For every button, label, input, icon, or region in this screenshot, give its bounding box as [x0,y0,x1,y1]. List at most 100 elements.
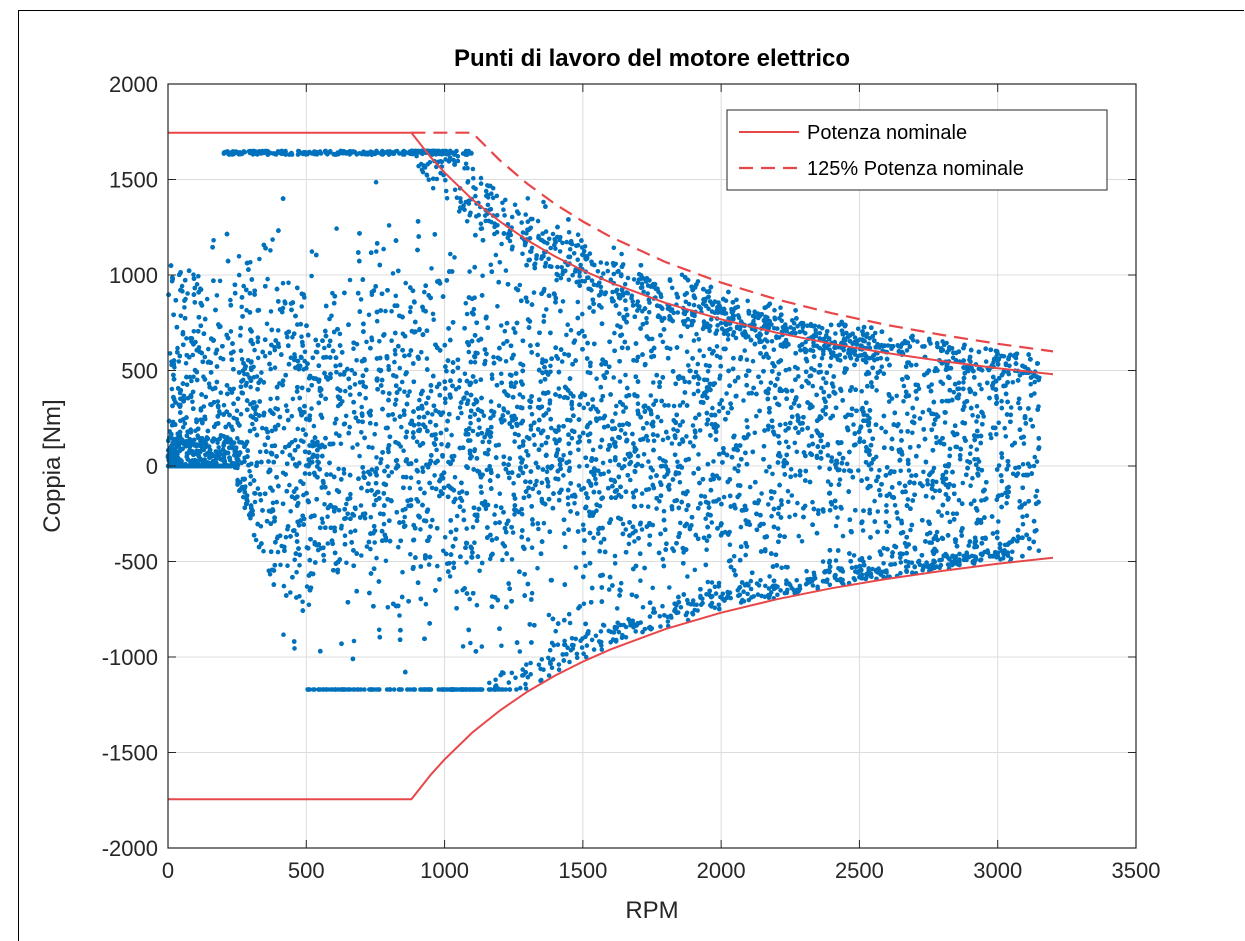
scatter-point [744,418,749,423]
scatter-point [358,503,364,508]
scatter-point [228,329,234,334]
scatter-point [877,487,882,493]
scatter-point [265,276,270,282]
scatter-point [378,457,384,462]
scatter-point [852,335,858,340]
scatter-point [268,309,274,314]
scatter-point [285,334,290,340]
scatter-point [816,508,821,513]
scatter-point [623,405,629,410]
scatter-point [934,479,939,485]
scatter-point [218,390,224,396]
scatter-point [374,555,379,561]
scatter-point [215,399,221,404]
scatter-point [1002,425,1007,431]
scatter-point [401,519,406,525]
scatter-point [218,452,223,457]
scatter-point [648,393,654,398]
scatter-point [748,586,754,592]
scatter-point [462,371,468,377]
scatter-point [879,364,885,370]
scatter-point [381,246,386,252]
scatter-point [798,348,803,353]
scatter-point [767,574,772,579]
scatter-point [565,495,571,501]
scatter-point [383,558,389,564]
scatter-point [575,299,581,305]
scatter-point [268,248,273,253]
scatter-point [252,499,258,505]
scatter-point [648,465,654,471]
scatter-point [167,351,173,356]
scatter-point [684,349,690,355]
scatter-point [300,599,305,605]
scatter-point [553,628,558,634]
scatter-point [996,519,1001,524]
scatter-point [649,336,655,342]
scatter-point [247,468,252,474]
scatter-point [684,434,689,439]
scatter-point [183,361,189,366]
scatter-point [422,289,427,295]
scatter-point [482,434,487,440]
scatter-point [906,468,912,473]
scatter-point [338,441,344,447]
scatter-point [825,479,831,484]
scatter-point [328,472,334,477]
scatter-point [287,482,292,488]
scatter-point [255,355,261,361]
scatter-point [248,481,253,487]
scatter-point [306,602,312,608]
scatter-point [942,420,948,425]
scatter-point [359,553,364,558]
scatter-point [399,424,404,430]
scatter-point [775,526,781,531]
scatter-point [743,552,748,558]
scatter-point [417,327,422,333]
scatter-point [720,405,726,411]
scatter-point [855,326,861,332]
scatter-point [833,523,839,529]
scatter-point [180,425,186,430]
scatter-point [861,439,867,445]
scatter-point [548,363,553,369]
scatter-point [581,405,587,411]
scatter-point [297,563,302,568]
scatter-point [663,459,668,464]
scatter-point [618,428,624,433]
scatter-point [182,421,188,426]
scatter-point [996,420,1001,426]
scatter-point [931,465,937,471]
scatter-point [894,393,899,399]
scatter-point [472,448,477,454]
scatter-point [669,441,675,446]
scatter-point [566,230,572,235]
scatter-point [770,424,775,430]
scatter-point [645,438,651,443]
scatter-point [690,423,696,428]
scatter-point [914,362,919,368]
scatter-point [877,468,882,473]
scatter-point [477,568,482,574]
scatter-point [302,349,308,355]
scatter-point [620,521,626,527]
scatter-point [254,374,260,379]
scatter-point [374,318,380,324]
scatter-point [561,531,567,536]
scatter-point [343,388,348,394]
scatter-point [497,260,503,265]
scatter-point [313,349,319,355]
scatter-point [529,411,535,417]
scatter-point [796,533,802,539]
scatter-point [881,545,886,551]
scatter-point [408,475,414,481]
scatter-point [819,355,825,361]
scatter-point [977,382,982,388]
scatter-point [454,589,460,594]
scatter-point [968,444,974,450]
scatter-point [529,545,535,550]
scatter-point [724,391,729,396]
scatter-point [495,304,500,309]
scatter-point [742,348,747,353]
scatter-point [203,394,209,400]
